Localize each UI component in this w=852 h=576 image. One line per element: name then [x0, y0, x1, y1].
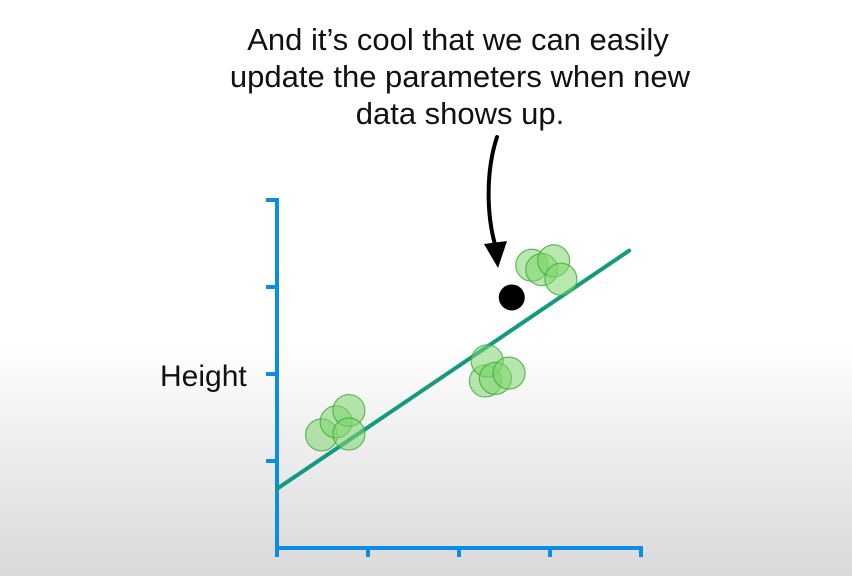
caption-line-2: update the parameters when new: [230, 59, 691, 94]
new-data-points: [498, 284, 525, 311]
axes: [266, 198, 643, 557]
caption-line-3: data shows up.: [356, 96, 565, 131]
fit-line: [275, 248, 632, 491]
caption-line-1: And it’s cool that we can easily: [247, 22, 669, 57]
y-axis-label: Height: [160, 360, 247, 393]
pointer-arrow-shaft: [486, 135, 499, 250]
data-point: [332, 417, 366, 451]
scatter-chart: [266, 198, 643, 557]
data-point: [544, 262, 578, 296]
new-data-point: [498, 284, 525, 311]
data-points: [304, 244, 578, 452]
pointer-arrow: [484, 135, 507, 268]
pointer-arrow-head: [484, 241, 507, 268]
fit-line-group: [275, 248, 632, 491]
caption: And it’s cool that we can easily update …: [230, 22, 691, 131]
data-point: [492, 356, 526, 390]
